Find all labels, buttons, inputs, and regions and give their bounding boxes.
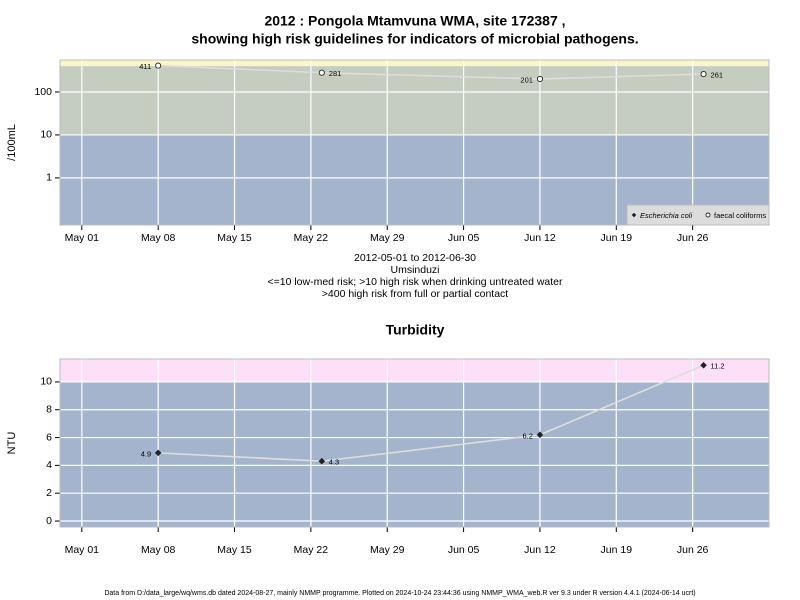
value-label: 4.9 — [141, 449, 151, 458]
y-tick-label: 6 — [46, 431, 52, 443]
y-tick-label: 4 — [46, 459, 52, 471]
y-tick-label: 10 — [40, 129, 52, 141]
subtitle: >400 high risk from full or partial cont… — [322, 288, 509, 300]
legend-label: Escherichia coli — [640, 211, 692, 220]
x-tick-label: May 22 — [294, 544, 329, 556]
x-tick-label: May 29 — [370, 232, 405, 244]
value-label: 261 — [711, 71, 724, 80]
point — [154, 449, 162, 457]
y-tick-label: 100 — [34, 86, 52, 98]
x-tick-label: May 08 — [141, 232, 176, 244]
value-label: 6.2 — [523, 431, 533, 440]
y-axis-label: NTU — [6, 432, 18, 455]
point — [318, 69, 325, 76]
y-axis-label: /100mL — [6, 124, 18, 161]
series-line — [158, 364, 704, 463]
chart-title: 2012 : Pongola Mtamvuna WMA, site 172387… — [264, 13, 565, 29]
point — [536, 431, 544, 439]
point — [700, 71, 707, 78]
x-tick-label: Jun 05 — [448, 544, 480, 556]
plot-frame — [59, 358, 770, 528]
value-label: 201 — [520, 75, 533, 84]
legend-marker — [705, 212, 711, 218]
x-tick-label: May 15 — [217, 544, 252, 556]
y-tick-label: 8 — [46, 404, 52, 416]
x-tick-label: Jun 26 — [677, 544, 709, 556]
y-tick-label: 2 — [46, 487, 52, 499]
legend-label: faecal coliforms — [714, 211, 766, 220]
x-tick-label: May 01 — [65, 232, 100, 244]
subtitle: Umsinduzi — [390, 264, 439, 276]
risk-band — [60, 60, 769, 67]
subtitle: <=10 low-med risk; >10 high risk when dr… — [267, 276, 563, 288]
point — [700, 361, 707, 369]
subtitle: 2012-05-01 to 2012-06-30 — [354, 252, 476, 264]
x-tick-label: Jun 19 — [601, 544, 633, 556]
x-tick-label: Jun 12 — [524, 544, 556, 556]
x-tick-label: May 29 — [370, 544, 405, 556]
x-tick-label: Jun 19 — [601, 232, 633, 244]
series-line — [158, 64, 704, 80]
footer: Data from D:/data_large/wq/wms.db dated … — [104, 590, 695, 597]
value-label: 411 — [139, 62, 151, 71]
x-tick-label: May 22 — [294, 232, 329, 244]
point — [536, 75, 543, 82]
y-tick-label: 0 — [46, 515, 52, 527]
chart-title: Turbidity — [386, 322, 445, 338]
x-tick-label: Jun 05 — [448, 232, 480, 244]
y-tick-label: 1 — [46, 172, 52, 184]
point — [155, 62, 162, 69]
x-tick-label: May 08 — [141, 544, 176, 556]
risk-band — [60, 66, 769, 135]
value-label: 281 — [329, 69, 342, 78]
plot-frame — [59, 59, 770, 226]
value-label: 11.2 — [711, 362, 725, 371]
y-tick-label: 10 — [40, 376, 52, 388]
chart-title: showing high risk guidelines for indicat… — [191, 31, 638, 47]
risk-band — [60, 359, 769, 382]
point — [318, 457, 326, 465]
x-tick-label: May 01 — [65, 544, 100, 556]
x-tick-label: Jun 12 — [524, 232, 556, 244]
legend-box — [626, 204, 770, 226]
x-tick-label: Jun 26 — [677, 232, 709, 244]
value-label: 4.3 — [329, 458, 339, 467]
x-tick-label: May 15 — [217, 232, 252, 244]
risk-band — [60, 381, 769, 527]
